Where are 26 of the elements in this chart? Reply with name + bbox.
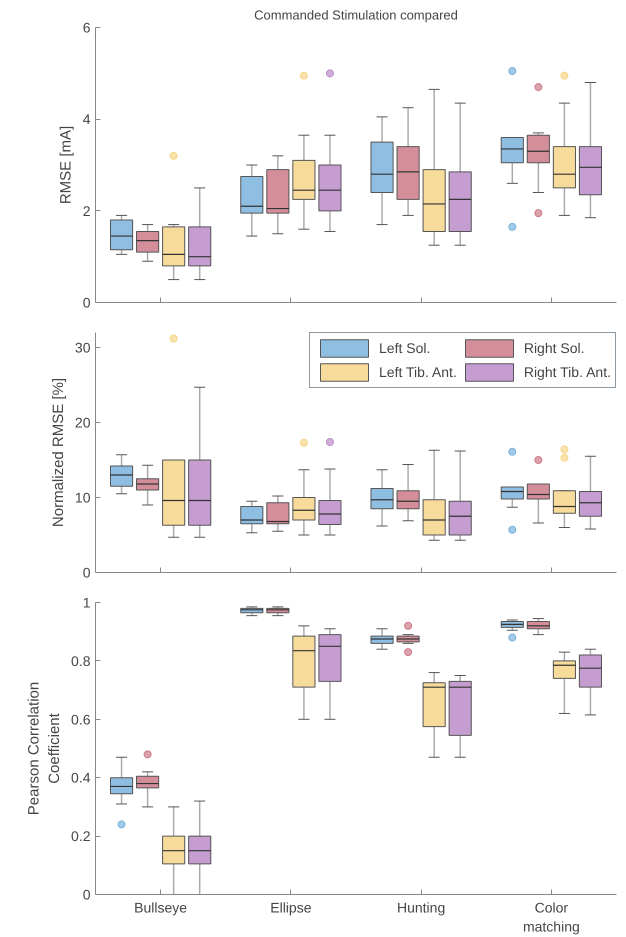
y-tick-label: 2 (82, 202, 91, 219)
chart-title: Commanded Stimulation compared (254, 8, 458, 22)
legend-label: Right Sol. (524, 340, 585, 356)
y-tick-label: 4 (82, 111, 91, 128)
legend-label: Left Sol. (379, 340, 430, 356)
legend-label: Left Tib. Ant. (379, 364, 457, 380)
x-tick-label: Ellipse (270, 900, 312, 916)
y-tick-label: 0.4 (71, 770, 91, 786)
x-tick-label: Bullseye (134, 900, 188, 916)
y-tick-label: 20 (74, 414, 91, 430)
legend-label: Right Tib. Ant. (524, 364, 611, 380)
y-tick-label: 0 (82, 886, 91, 902)
y-tick-label: 1 (82, 594, 91, 610)
y-tick-label: 0 (82, 564, 91, 580)
y-axis-title: Normalized RMSE [%] (50, 378, 67, 528)
y-tick-label: 6 (82, 20, 91, 36)
y-tick-label: 10 (74, 490, 91, 506)
y-tick-label: 0.2 (71, 828, 91, 844)
y-tick-label: 0.8 (71, 652, 91, 669)
x-tick-label: Hunting (397, 900, 446, 916)
y-tick-label: 0.6 (71, 711, 91, 728)
x-tick-label: Color matching (522, 900, 580, 935)
y-axis-title: RMSE [mA] (58, 126, 75, 204)
y-tick-label: 30 (74, 340, 91, 356)
y-tick-label: 0 (82, 294, 91, 310)
y-axis-title: Pearson Correlation Coefficient (26, 682, 64, 816)
